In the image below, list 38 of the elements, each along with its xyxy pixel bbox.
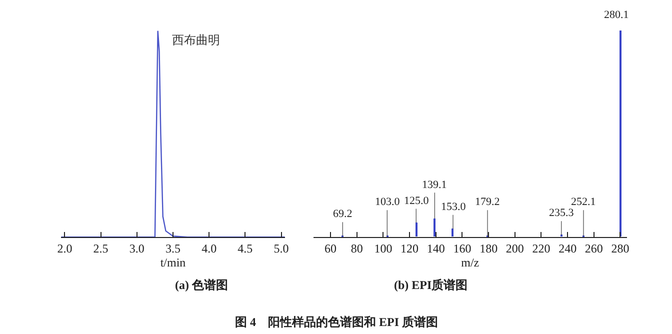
annotation: 280.1 (604, 9, 629, 21)
x-tick-label: 200 (506, 242, 524, 256)
x-tick-label: 2.0 (57, 242, 72, 256)
x-tick-label: 3.0 (129, 242, 144, 256)
annotation: 西布曲明 (172, 33, 220, 47)
text: (a) 色谱图 (175, 278, 228, 292)
x-tick-label: 180 (480, 242, 498, 256)
annotation: 252.1 (571, 196, 596, 208)
bar (619, 30, 622, 237)
x-tick-label: 160 (453, 242, 472, 256)
x-tick-label: 120 (400, 242, 419, 256)
x-tick-label: 3.5 (165, 242, 180, 256)
bar (451, 228, 454, 237)
annotation: 125.0 (404, 195, 430, 207)
x-axis-title: t/min (160, 256, 186, 270)
x-tick-label: 2.5 (93, 242, 108, 256)
text: (b) EPI质谱图 (394, 278, 468, 292)
annotation: 179.2 (475, 196, 500, 208)
x-tick-label: 260 (584, 242, 603, 256)
x-axis-title: m/z (461, 256, 480, 270)
x-tick-label: 80 (350, 242, 363, 256)
annotation: 103.0 (375, 196, 400, 208)
x-tick-label: 280 (611, 242, 630, 256)
bar (415, 222, 418, 237)
x-tick-label: 100 (374, 242, 392, 256)
x-tick-label: 4.5 (238, 242, 253, 256)
x-tick-label: 140 (426, 242, 445, 256)
x-tick-label: 240 (558, 242, 577, 256)
bar (433, 218, 436, 237)
annotation: 139.1 (422, 179, 447, 191)
x-tick-label: 60 (324, 242, 337, 256)
annotation: 153.0 (441, 201, 466, 213)
x-tick-label: 220 (532, 242, 550, 256)
x-tick-label: 5.0 (274, 242, 289, 256)
caption: 图 4 阳性样品的色谱图和 EPI 质谱图 (235, 315, 438, 329)
annotation: 235.3 (549, 207, 574, 219)
annotation: 69.2 (333, 208, 352, 220)
x-tick-label: 4.0 (202, 242, 217, 256)
